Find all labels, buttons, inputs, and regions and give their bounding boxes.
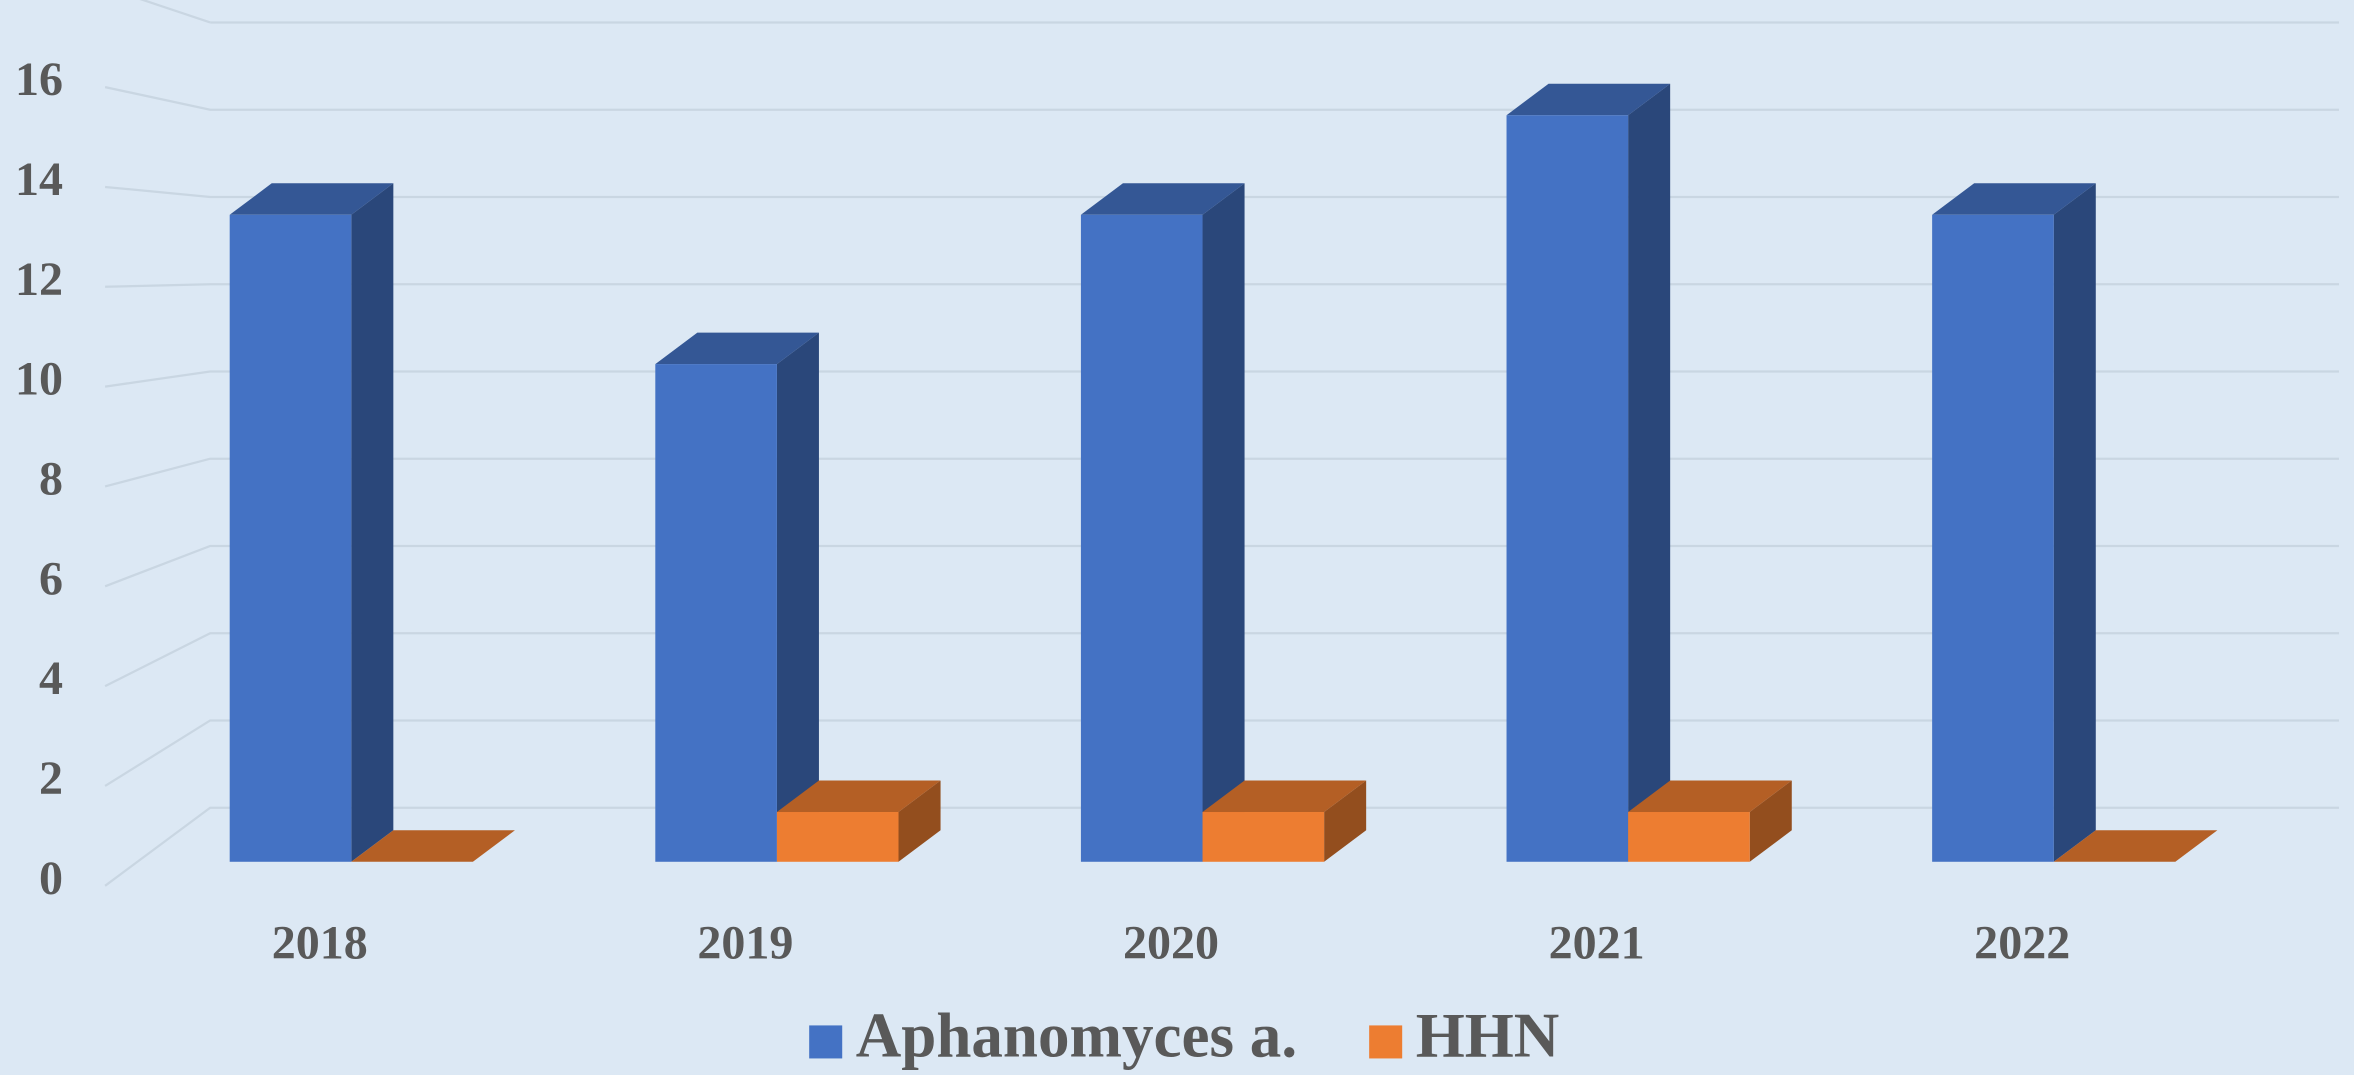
- bar-side: [1749, 780, 1792, 862]
- bar-top: [655, 332, 819, 365]
- legend-swatch: [809, 1025, 843, 1059]
- x-tick-label: 2019: [697, 916, 793, 969]
- legend-label: HHN: [1416, 1000, 1560, 1070]
- bar: [1628, 780, 1792, 862]
- bar-front: [1932, 214, 2054, 862]
- bar-side: [2053, 183, 2096, 862]
- y-tick-label: 2: [39, 752, 63, 805]
- bar-top: [351, 830, 515, 862]
- bar-front: [229, 214, 352, 862]
- bar-side: [1628, 83, 1671, 862]
- y-tick-label: 10: [15, 353, 63, 406]
- bar-front: [1202, 812, 1325, 862]
- bar-front: [776, 812, 899, 862]
- bar-top: [1932, 183, 2096, 215]
- bar-top: [229, 183, 394, 215]
- bar-top: [1202, 780, 1367, 813]
- bar: [1080, 183, 1245, 862]
- legend-label: Aphanomyces a.: [856, 1000, 1297, 1070]
- bar-side: [776, 332, 819, 862]
- x-tick-label: 2022: [1974, 916, 2070, 969]
- bar-top: [1506, 83, 1671, 116]
- bar-side: [1202, 183, 1245, 862]
- y-tick-label: 4: [39, 652, 63, 705]
- bar-side: [898, 780, 941, 862]
- bar: [655, 332, 819, 862]
- y-tick-label: 0: [39, 852, 63, 905]
- bar: [1202, 780, 1367, 862]
- bar-front: [1628, 812, 1750, 862]
- y-tick-label: 12: [15, 253, 63, 306]
- bar-side: [351, 183, 394, 862]
- x-tick-label: 2018: [272, 916, 368, 969]
- bar: [2053, 830, 2218, 862]
- x-tick-label: 2020: [1123, 916, 1219, 969]
- bar: [776, 780, 941, 862]
- bar-front: [1506, 115, 1629, 862]
- bar: [351, 830, 515, 862]
- bar-top: [2053, 830, 2218, 862]
- bar-top: [776, 780, 941, 813]
- y-tick-label: 16: [15, 53, 63, 106]
- bar: [1506, 83, 1671, 862]
- bar-top: [1080, 183, 1245, 215]
- bar-front: [655, 364, 777, 862]
- bar-front: [1080, 214, 1203, 862]
- bar-top: [1628, 780, 1792, 813]
- bar: [1932, 183, 2096, 862]
- y-tick-label: 6: [39, 552, 63, 605]
- y-tick-label: 8: [39, 452, 63, 505]
- bar: [229, 183, 394, 862]
- x-tick-label: 2021: [1549, 916, 1645, 969]
- wall-edge: [139, 0, 211, 24]
- legend-swatch: [1369, 1025, 1403, 1059]
- bar-side: [1324, 780, 1367, 862]
- y-tick-label: 14: [15, 153, 63, 206]
